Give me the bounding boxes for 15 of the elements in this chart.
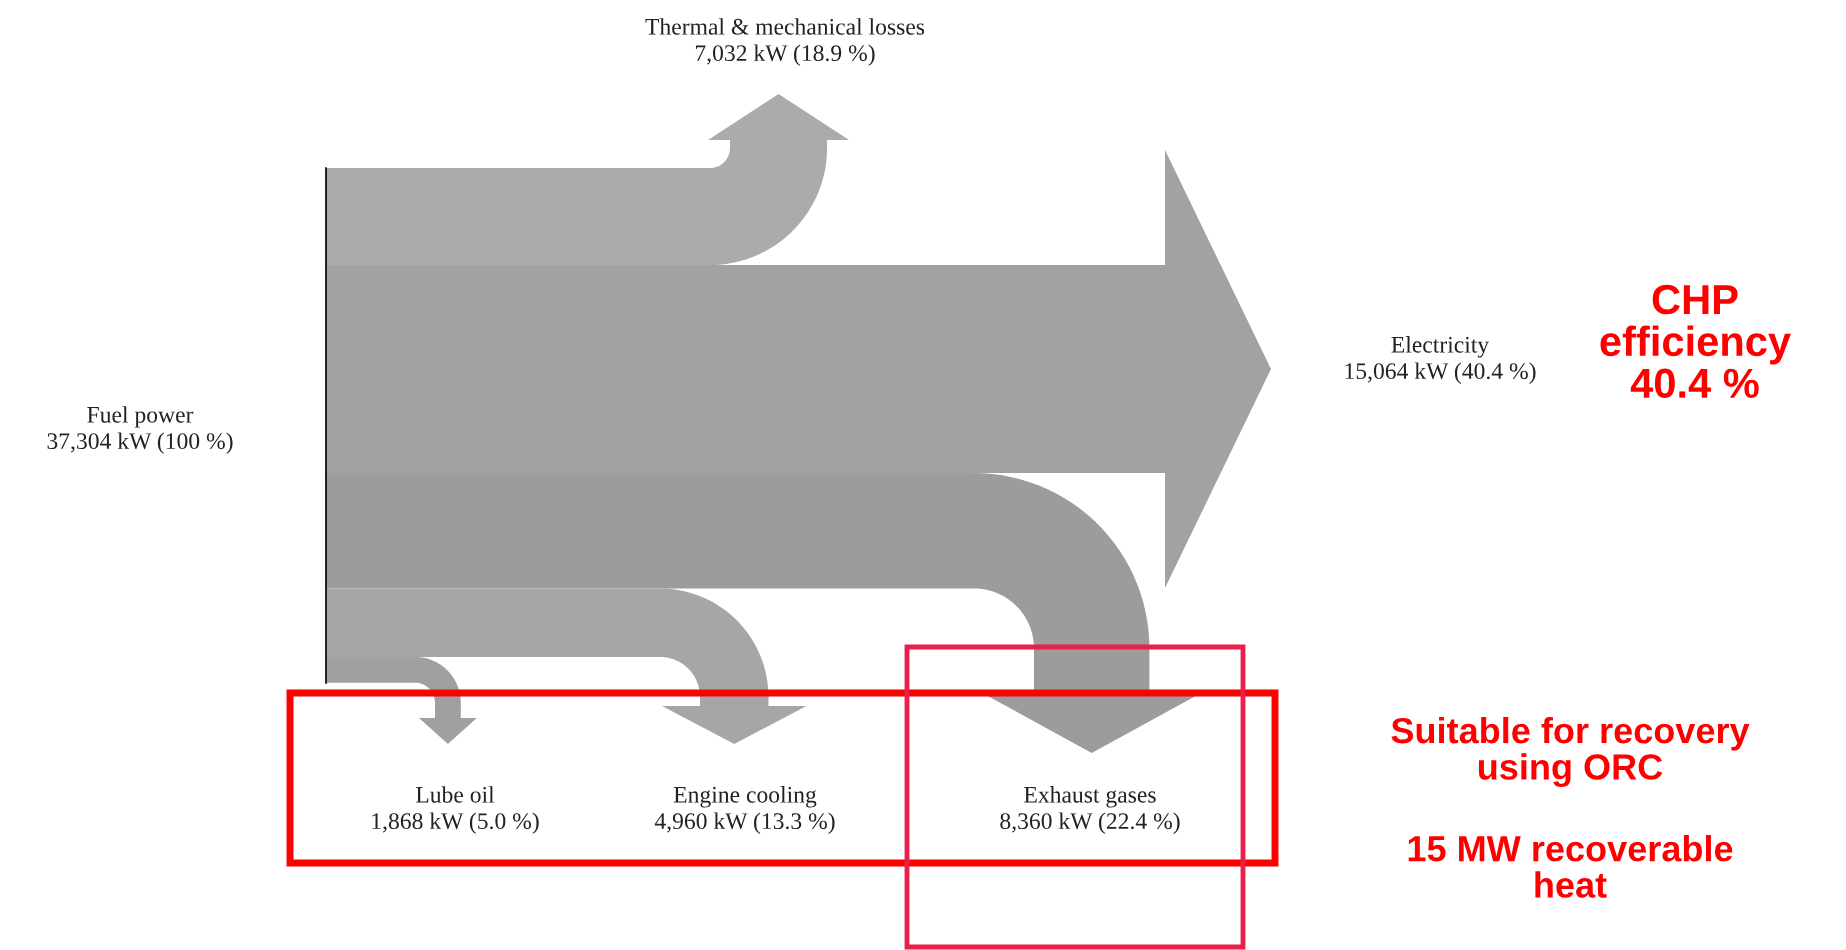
category-label: Electricity bbox=[1391, 336, 1490, 358]
text: Suitable for recovery using ORC bbox=[1391, 716, 1750, 788]
category-label: Fuel power bbox=[87, 406, 194, 428]
data-label: 7,032 kW (18.9 %) bbox=[695, 44, 875, 66]
data-label: 8,360 kW (22.4 %) bbox=[1000, 812, 1180, 834]
data-label: 4,960 kW (13.3 %) bbox=[654, 812, 835, 834]
data-label: 37,304 kW (100 %) bbox=[47, 432, 233, 454]
data-label: 15,064 kW (40.4 %) bbox=[1345, 362, 1536, 384]
category-label: Thermal & mechanical losses bbox=[645, 18, 925, 35]
category-label: Lube oil bbox=[416, 786, 495, 803]
data-label: 1,868 kW (5.0 %) bbox=[372, 812, 539, 834]
category-label: Exhaust gases bbox=[1024, 786, 1156, 808]
text: CHP efficiency 40.4 % bbox=[1600, 284, 1791, 399]
category-label: Engine cooling bbox=[673, 786, 817, 808]
text: 15 MW recoverable heat bbox=[1408, 835, 1733, 898]
